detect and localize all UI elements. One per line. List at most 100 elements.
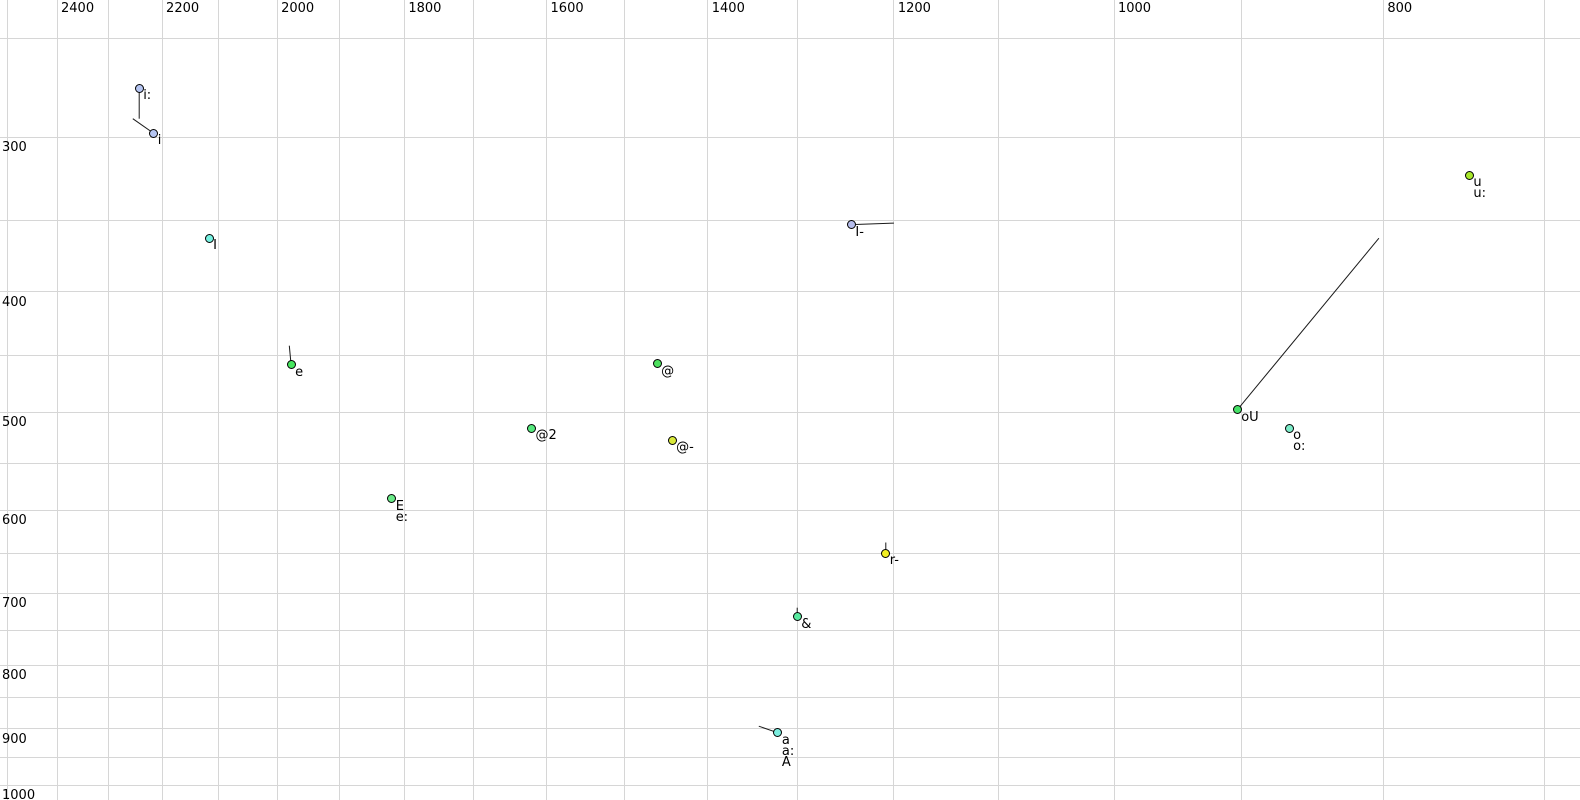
- x-gridline: [707, 0, 709, 800]
- vowel-label-line: u:: [1473, 186, 1487, 202]
- y-gridline: [0, 219, 1580, 221]
- x-gridline: [546, 0, 547, 800]
- y-gridline: [0, 784, 1580, 786]
- vowel-point[interactable]: [204, 233, 214, 243]
- vowel-point[interactable]: [286, 360, 296, 370]
- x-gridline: [1113, 0, 1115, 800]
- vowel-point[interactable]: [1284, 423, 1294, 433]
- vowel-point-label: @-: [676, 440, 694, 456]
- y-gridline: [0, 757, 1580, 759]
- y-gridline: [0, 664, 1580, 666]
- vowel-point[interactable]: [846, 220, 856, 230]
- x-tick-label: 1000: [1117, 1, 1152, 16]
- vowel-label-line: e: [295, 364, 304, 380]
- x-tick-label: 800: [1387, 1, 1413, 16]
- vowel-point-label: oU: [1241, 409, 1259, 425]
- x-tick-label: 2000: [281, 1, 315, 16]
- x-tick-label: 2200: [166, 1, 200, 16]
- vowel-label-line: @2: [535, 428, 557, 443]
- x-gridline: [1382, 0, 1384, 800]
- y-gridline: [0, 411, 1580, 413]
- y-tick-label: 1000: [2, 788, 36, 800]
- vowel-point-label: i: [157, 133, 162, 149]
- y-gridline: [0, 354, 1580, 356]
- x-gridline: [276, 0, 278, 800]
- vowel-label-line: a: [781, 732, 790, 748]
- vowel-label-line: o: [1293, 428, 1302, 443]
- vowel-label-line: u: [1473, 175, 1482, 191]
- vowel-point[interactable]: [149, 128, 159, 138]
- vowel-label-line: oU: [1241, 409, 1259, 425]
- x-gridline: [56, 0, 58, 800]
- vowel-point[interactable]: [792, 612, 802, 622]
- vowel-point[interactable]: [1232, 405, 1242, 415]
- y-gridline: [0, 38, 1580, 40]
- vowel-point-label: r-: [889, 553, 900, 569]
- x-tick-label: 1600: [550, 1, 584, 16]
- x-gridline: [998, 0, 1000, 800]
- y-gridline: [0, 291, 1580, 293]
- vowel-label-line: a:: [781, 743, 795, 759]
- y-gridline: [0, 697, 1580, 699]
- vowel-point-label: o o:: [1293, 428, 1306, 454]
- y-gridline: [0, 509, 1580, 511]
- x-tick-label: 1400: [711, 1, 745, 16]
- y-gridline: [0, 728, 1580, 730]
- x-gridline: [1544, 0, 1546, 800]
- vowel-label-line: o:: [1293, 439, 1306, 454]
- vowel-point-label: i:: [143, 88, 152, 104]
- vowel-point[interactable]: [527, 423, 536, 433]
- vowel-point[interactable]: [1464, 170, 1474, 180]
- vowel-point-label: u u:: [1473, 175, 1487, 202]
- x-gridline: [107, 0, 109, 800]
- vowel-label-line: e:: [395, 509, 409, 525]
- vowel-point-label: @: [661, 363, 675, 379]
- vowel-label-line: i:: [143, 88, 152, 104]
- y-tick-label: 500: [2, 415, 27, 431]
- x-gridline: [624, 0, 625, 800]
- vowel-point[interactable]: [387, 494, 397, 503]
- vowel-label-line: @: [661, 363, 675, 379]
- x-gridline: [403, 0, 405, 800]
- x-gridline: [893, 0, 895, 800]
- vowel-label-line: i: [157, 133, 162, 149]
- vowel-point-label: &: [801, 616, 812, 632]
- vowel-point-label: I-: [855, 226, 864, 239]
- vowel-point-label: I: [213, 239, 217, 252]
- y-tick-label: 300: [2, 140, 27, 155]
- x-tick-label: 2400: [61, 1, 95, 16]
- x-tick-label: 1800: [408, 1, 442, 16]
- y-tick-label: 600: [2, 513, 27, 529]
- x-tick-label: 1200: [897, 1, 931, 16]
- vowel-label-line: r-: [889, 553, 900, 569]
- x-gridline: [472, 0, 474, 800]
- y-gridline: [0, 629, 1580, 631]
- vowel-label-line: E: [395, 498, 404, 514]
- y-gridline: [0, 136, 1580, 138]
- x-gridline: [161, 0, 163, 800]
- x-gridline: [217, 0, 219, 800]
- y-gridline: [0, 592, 1580, 594]
- y-tick-label: 900: [2, 731, 27, 747]
- vowel-point-label: e: [295, 364, 304, 380]
- y-tick-label: 700: [2, 596, 27, 612]
- vowel-point[interactable]: [134, 83, 144, 93]
- x-gridline: [338, 0, 340, 800]
- vowel-point[interactable]: [667, 435, 677, 445]
- vowel-label-line: @-: [676, 440, 694, 456]
- vowel-label-line: &: [801, 616, 812, 632]
- y-tick-label: 400: [2, 294, 27, 310]
- vowel-point[interactable]: [881, 548, 891, 558]
- x-gridline: [796, 0, 798, 800]
- vowel-point-label: @2: [535, 428, 557, 443]
- vowel-point-label: a a: A: [781, 732, 795, 769]
- y-gridline: [0, 552, 1580, 554]
- vowel-point[interactable]: [773, 728, 783, 738]
- vowel-point[interactable]: [652, 359, 662, 369]
- y-tick-label: 800: [2, 668, 27, 684]
